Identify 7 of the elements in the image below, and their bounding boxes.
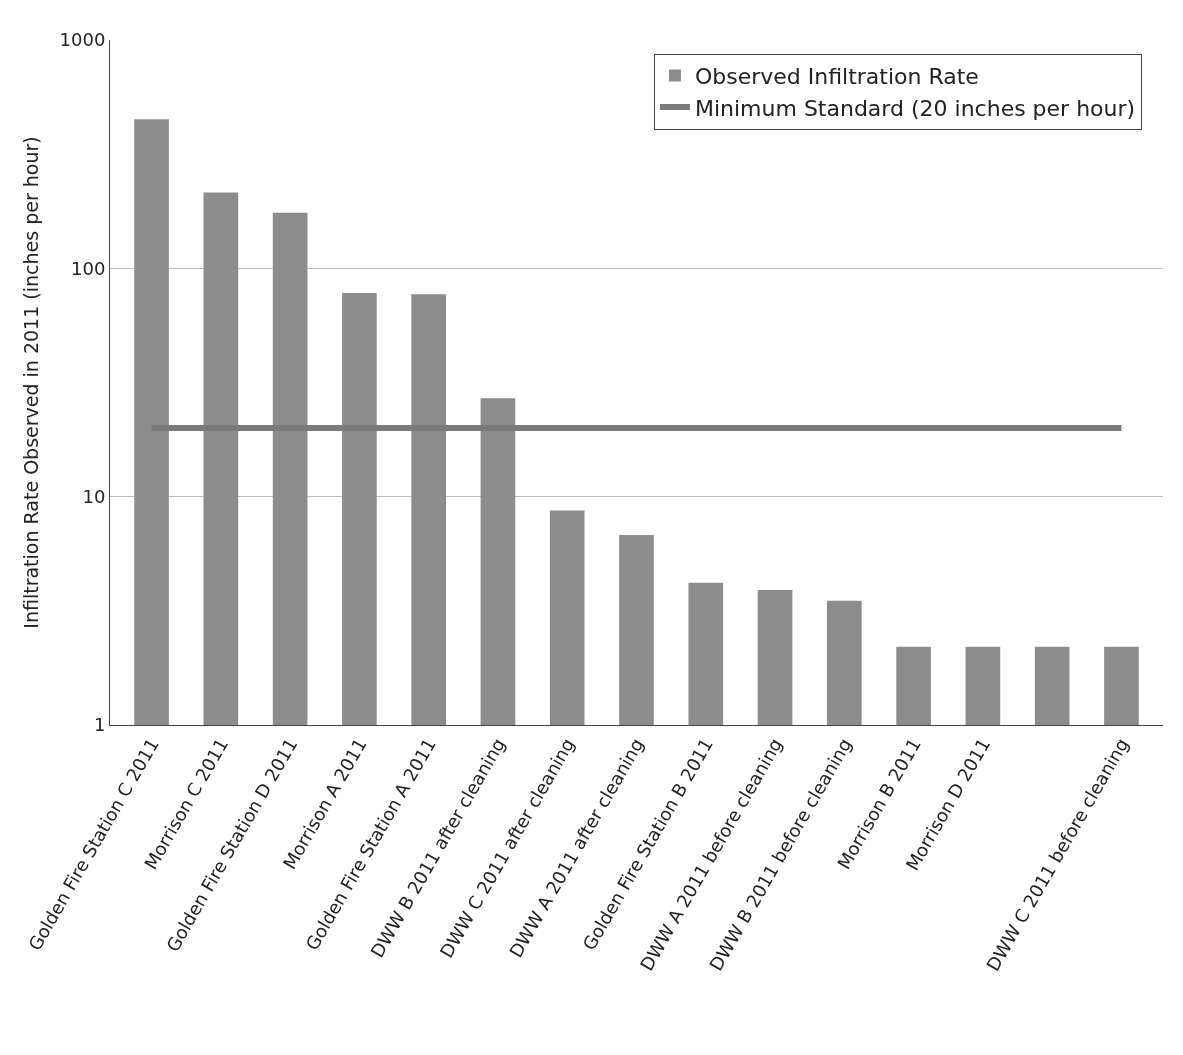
legend-label: Observed Infiltration Rate: [694, 64, 979, 90]
legend-label: Minimum Standard (20 inches per hour): [694, 95, 1136, 121]
y-tick-label: 100: [71, 257, 106, 279]
y-tick-label: 10: [82, 485, 106, 507]
y-axis-title: Infiltration Rate Observed in 2011 (inches per hour): [20, 136, 43, 629]
y-tick-label: 1: [93, 714, 106, 736]
y-tick-label: 1000: [59, 29, 106, 51]
